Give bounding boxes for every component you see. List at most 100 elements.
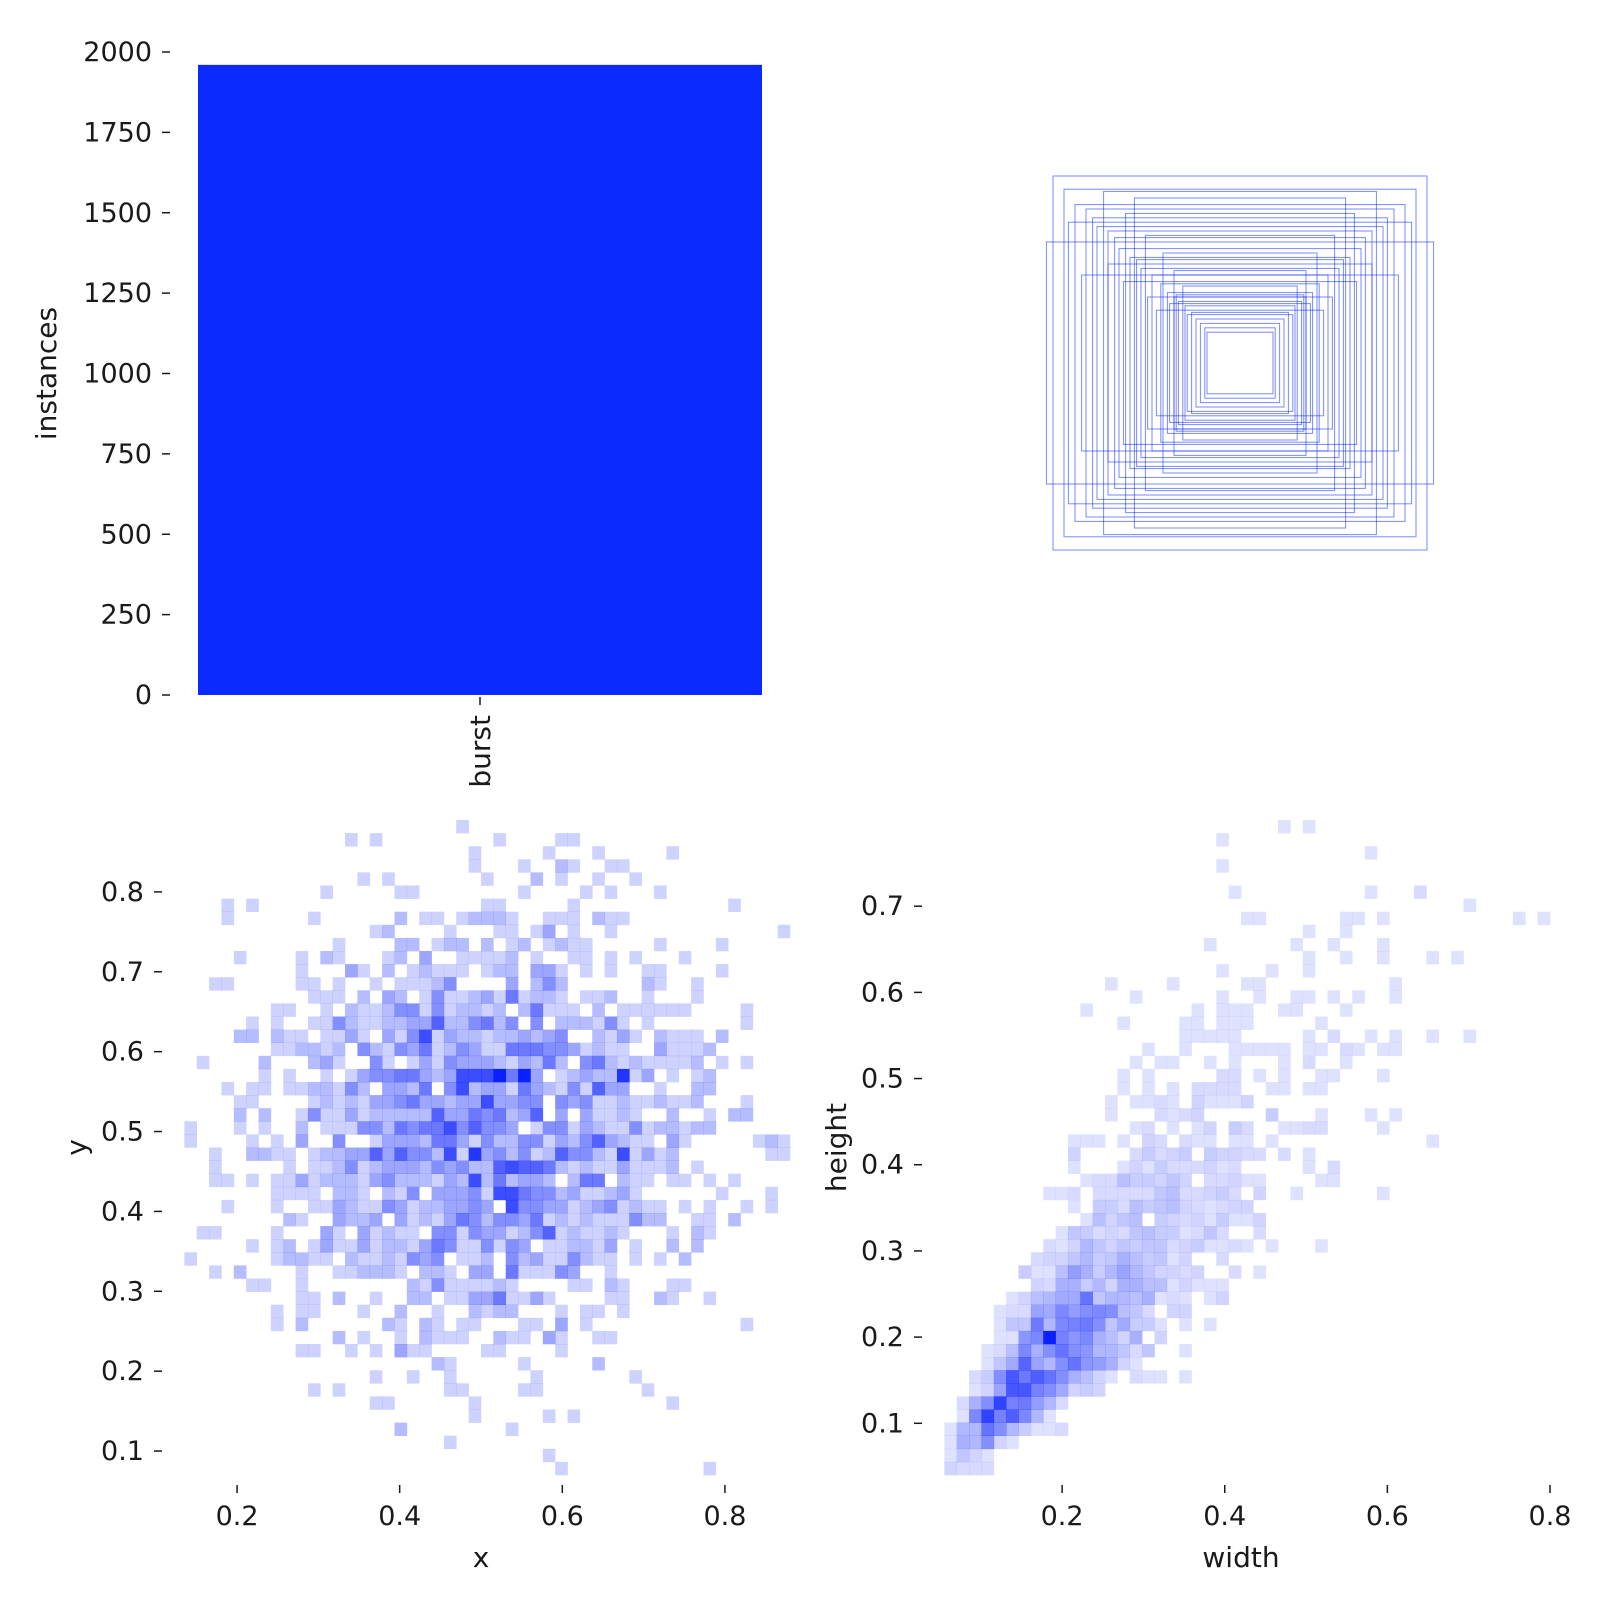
histogram-cell [419,1252,432,1266]
histogram-cell [1018,1396,1032,1410]
histogram-cell [456,1003,469,1017]
histogram-cell [1142,1173,1155,1188]
histogram-cell [1105,1278,1118,1292]
histogram-cell [592,1226,605,1240]
histogram-cell [431,1317,445,1332]
histogram-cell [270,1003,284,1017]
histogram-cell [295,1042,309,1057]
histogram-cell [579,1134,593,1148]
histogram-cell [542,964,556,978]
histogram-cell [1241,1239,1254,1253]
histogram-cell [221,898,235,912]
histogram-cell [233,1029,247,1043]
instances-bar-chart: 0 250 500 750 1000 1250 1500 1750 2000 instances b… [30,37,762,788]
histogram-cell [1364,1108,1378,1122]
histogram-cell [431,911,445,926]
histogram-cell [382,1082,395,1096]
histogram-cell [1030,1317,1044,1332]
histogram-cell [246,898,259,912]
histogram-cell [1228,1082,1242,1096]
histogram-cell [1018,1422,1032,1436]
histogram-cell [394,1095,408,1109]
histogram-cell [419,951,432,965]
histogram-cell [1129,1344,1143,1358]
histogram-cell [555,977,568,991]
histogram-cell [1364,885,1378,899]
histogram-cell [369,1042,383,1057]
y-tick-label: 0.1 [861,1408,904,1439]
histogram-cell [542,1252,556,1266]
histogram-cell [604,1265,618,1279]
histogram-cell [592,1134,605,1148]
histogram-cell [1241,1213,1254,1227]
histogram-cell [740,1095,754,1109]
histogram-cell [345,1029,358,1043]
histogram-cell [456,1016,469,1030]
histogram-cell [1389,1108,1402,1122]
histogram-cell [505,911,519,926]
histogram-cell [530,1003,544,1017]
histogram-cell [1043,1265,1056,1279]
histogram-cell [1055,1226,1069,1240]
histogram-cell [629,1029,642,1043]
histogram-cell [1228,1213,1242,1227]
histogram-cell [567,1095,581,1109]
histogram-cell [345,1147,358,1161]
histogram-cell [505,1147,519,1161]
histogram-cell [1166,977,1180,991]
histogram-cell [1389,1029,1402,1043]
histogram-cell [1216,1239,1229,1253]
histogram-cell [703,1042,717,1057]
histogram-cell [956,1435,970,1450]
histogram-cell [345,1173,358,1188]
histogram-cell [1241,1042,1254,1057]
histogram-cell [1228,1003,1242,1017]
histogram-cell [1154,1147,1168,1161]
histogram-cell [431,964,445,978]
histogram-cell [1092,1330,1106,1345]
histogram-cell [1080,1278,1093,1292]
histogram-cell [1191,1265,1205,1279]
histogram-cell [518,1239,531,1253]
histogram-cell [332,951,346,965]
histogram-cell [1105,1186,1118,1201]
histogram-cell [369,1147,383,1161]
bounding-box [1191,311,1289,415]
histogram-cell [456,1082,469,1096]
histogram-cell [1067,1291,1081,1305]
histogram-cell [184,1121,198,1135]
histogram-cell [1067,1357,1081,1371]
histogram-cell [993,1357,1007,1371]
histogram-cell [1055,1396,1069,1410]
histogram-cell [518,1213,531,1227]
histogram-cell [493,911,507,926]
histogram-cell [1117,1213,1131,1227]
histogram-cell [1389,1042,1402,1057]
y-tick-label: 0 [135,680,152,711]
bounding-box [1144,234,1336,492]
histogram-cell [369,1068,383,1083]
histogram-cell [505,1226,519,1240]
histogram-cell [320,1147,333,1161]
histogram-cell [431,1226,445,1240]
histogram-cell [481,1134,494,1148]
histogram-cell [1191,1121,1205,1135]
histogram-cell [993,1409,1007,1423]
histogram-cell [1055,1304,1069,1319]
histogram-cell [1327,990,1341,1004]
histogram-cell [579,951,593,965]
histogram-cell [246,1016,259,1030]
histogram-cell [456,1278,469,1292]
histogram-cell [345,1082,358,1096]
bounding-box [1081,274,1399,452]
histogram-cell [666,1291,680,1305]
histogram-cell [345,1186,358,1201]
histogram-cell [592,1239,605,1253]
histogram-cell [629,1147,642,1161]
histogram-cell [1216,1068,1229,1083]
histogram-cell [382,872,395,886]
histogram-cell [357,1265,371,1279]
histogram-cell [641,1055,655,1070]
histogram-cell [666,1278,680,1292]
histogram-cell [555,1344,568,1358]
